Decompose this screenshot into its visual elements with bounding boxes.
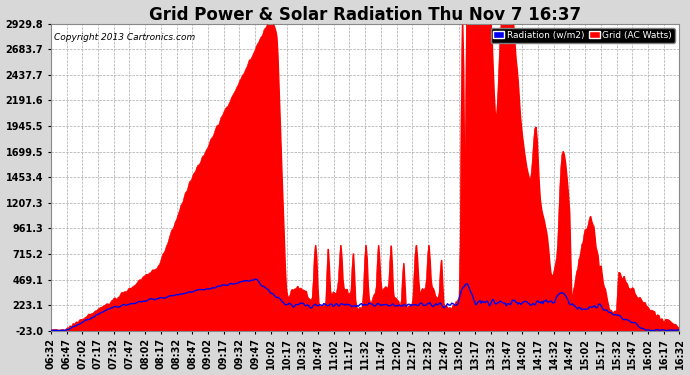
Legend: Radiation (w/m2), Grid (AC Watts): Radiation (w/m2), Grid (AC Watts): [491, 28, 675, 43]
Text: Copyright 2013 Cartronics.com: Copyright 2013 Cartronics.com: [54, 33, 195, 42]
Title: Grid Power & Solar Radiation Thu Nov 7 16:37: Grid Power & Solar Radiation Thu Nov 7 1…: [149, 6, 581, 24]
